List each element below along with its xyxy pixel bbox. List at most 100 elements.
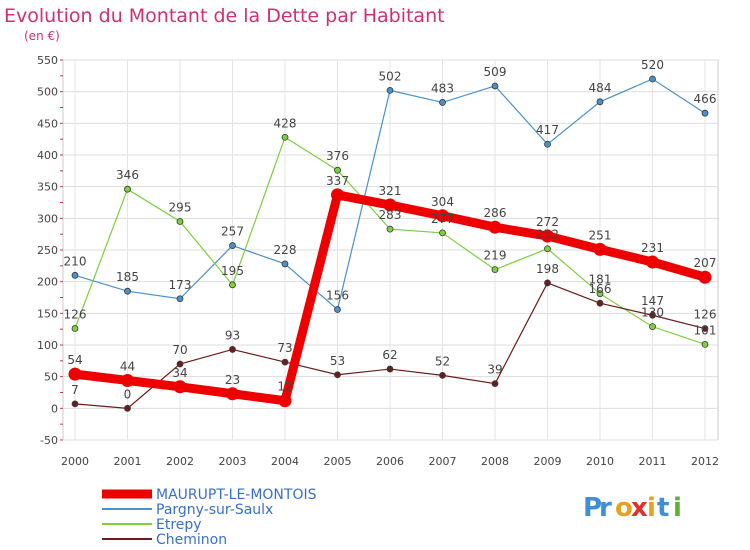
series-point bbox=[386, 87, 394, 94]
y-tick-label: 0 bbox=[51, 402, 58, 415]
y-tick-label: 100 bbox=[37, 339, 58, 352]
data-label: 252 bbox=[536, 228, 559, 242]
y-tick-label: 350 bbox=[37, 181, 58, 194]
data-label: 283 bbox=[379, 208, 402, 222]
data-label: 428 bbox=[274, 116, 297, 130]
chart-title: Evolution du Montant de la Dette par Hab… bbox=[4, 5, 445, 27]
series-group bbox=[68, 75, 712, 412]
data-label: 286 bbox=[484, 206, 507, 220]
data-label: 295 bbox=[169, 201, 192, 215]
series-point bbox=[544, 279, 551, 287]
data-label: 34 bbox=[172, 366, 187, 380]
data-label: 62 bbox=[382, 348, 397, 362]
data-label: 126 bbox=[64, 308, 87, 322]
data-label: 272 bbox=[536, 215, 559, 229]
series-point bbox=[229, 281, 236, 289]
series-point bbox=[439, 371, 446, 379]
series-point bbox=[491, 380, 499, 388]
series-point bbox=[649, 311, 656, 319]
series-point bbox=[176, 218, 184, 225]
series-point bbox=[649, 323, 656, 331]
data-label: 70 bbox=[172, 343, 187, 357]
series-point bbox=[541, 229, 554, 243]
data-label: 231 bbox=[641, 241, 664, 255]
data-label: 337 bbox=[326, 174, 349, 188]
data-label: 210 bbox=[64, 254, 87, 268]
series-point bbox=[176, 295, 184, 303]
series-point bbox=[593, 242, 607, 256]
series-point bbox=[278, 394, 292, 408]
series-point bbox=[439, 99, 446, 106]
series-point bbox=[71, 271, 79, 279]
x-tick-label: 2012 bbox=[691, 455, 719, 468]
data-label: 52 bbox=[435, 354, 450, 368]
series-point bbox=[124, 404, 131, 412]
series-point bbox=[281, 358, 289, 366]
series-point bbox=[386, 365, 394, 373]
x-axis: 2000 2001 2002 2003 2004 2005 2006 2007 2008 2009… bbox=[61, 455, 719, 468]
data-label: 509 bbox=[484, 65, 507, 79]
series-point bbox=[596, 98, 604, 106]
x-tick-label: 2011 bbox=[639, 455, 667, 468]
data-label: 156 bbox=[326, 289, 349, 303]
y-tick-label: 500 bbox=[37, 86, 58, 99]
x-tick-label: 2009 bbox=[534, 455, 562, 468]
series-point bbox=[331, 188, 344, 202]
logo-letter: P bbox=[583, 493, 602, 523]
logo-letter: o bbox=[615, 493, 633, 523]
series-point bbox=[646, 255, 659, 269]
series-point bbox=[596, 299, 604, 307]
data-label: 466 bbox=[694, 92, 717, 106]
y-axis: -50 0 50 100 150 200 250 300 350 400 450 500 550 bbox=[37, 54, 58, 447]
series-point bbox=[229, 242, 236, 249]
logo-letter: r bbox=[599, 493, 612, 523]
series-point bbox=[701, 109, 709, 117]
legend-label: Pargny-sur-Saulx bbox=[156, 502, 273, 518]
series-point bbox=[698, 270, 712, 284]
x-tick-label: 2010 bbox=[586, 455, 614, 468]
x-tick-label: 2007 bbox=[429, 455, 457, 468]
data-label: 520 bbox=[641, 58, 664, 72]
y-tick-label: 300 bbox=[37, 212, 58, 225]
series-point bbox=[596, 290, 604, 298]
data-label: 502 bbox=[379, 69, 402, 83]
data-label: 173 bbox=[169, 278, 192, 292]
series-point bbox=[334, 371, 341, 379]
series-point bbox=[124, 185, 131, 193]
legend-label: Etrepy bbox=[156, 517, 202, 533]
series-point bbox=[436, 209, 449, 223]
data-label: 147 bbox=[641, 294, 664, 308]
data-label: 12 bbox=[277, 380, 292, 394]
data-label: 251 bbox=[589, 228, 612, 242]
data-label: 277 bbox=[431, 212, 454, 226]
legend-label: Cheminon bbox=[156, 532, 227, 548]
y-tick-label: 150 bbox=[37, 307, 58, 320]
data-label: 185 bbox=[116, 270, 139, 284]
series-point bbox=[383, 198, 397, 212]
y-tick-label: 550 bbox=[37, 54, 58, 67]
data-label: 376 bbox=[326, 149, 349, 163]
series-point bbox=[68, 367, 82, 381]
data-label: 53 bbox=[330, 354, 345, 368]
data-label: 44 bbox=[120, 359, 135, 373]
y-tick-label: 250 bbox=[37, 244, 58, 257]
data-label: 483 bbox=[431, 81, 454, 95]
series-point bbox=[226, 387, 239, 401]
series-point bbox=[334, 166, 341, 174]
series-point bbox=[488, 220, 502, 234]
x-tick-label: 2003 bbox=[219, 455, 247, 468]
data-label: 54 bbox=[67, 353, 82, 367]
chart-subtitle: (en €) bbox=[24, 29, 60, 43]
data-label: 166 bbox=[589, 282, 612, 296]
y-tick-label: 50 bbox=[44, 371, 58, 384]
y-tick-label: -50 bbox=[40, 434, 58, 447]
y-tick-label: 200 bbox=[37, 276, 58, 289]
x-tick-label: 2001 bbox=[114, 455, 142, 468]
series-point bbox=[281, 133, 289, 141]
data-label: 219 bbox=[484, 249, 507, 263]
x-tick-label: 2002 bbox=[166, 455, 194, 468]
x-tick-label: 2006 bbox=[376, 455, 404, 468]
series-point bbox=[229, 346, 236, 353]
y-tick-label: 400 bbox=[37, 149, 58, 162]
